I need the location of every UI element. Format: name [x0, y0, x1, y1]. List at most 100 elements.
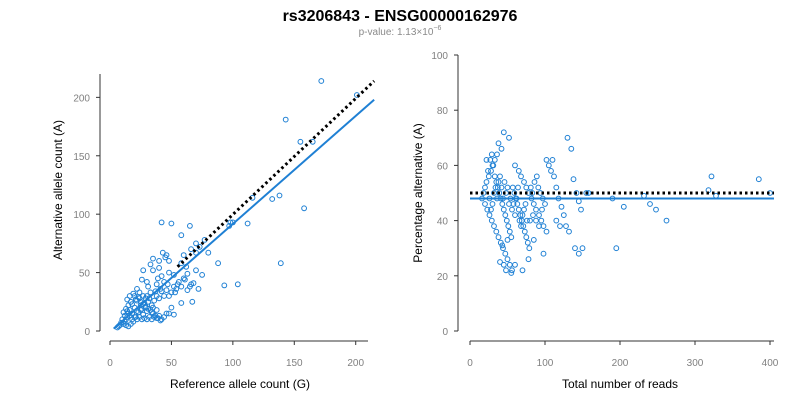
data-point — [515, 184, 521, 191]
x-tick-label: 200 — [347, 358, 364, 369]
y-tick-label: 20 — [437, 272, 449, 283]
data-point — [497, 173, 503, 180]
data-point — [492, 184, 499, 191]
data-point — [504, 256, 511, 263]
data-point — [512, 261, 518, 268]
x-tick-label: 150 — [286, 358, 303, 369]
data-point — [277, 260, 284, 267]
data-point — [158, 219, 165, 226]
data-point — [301, 205, 308, 212]
data-point — [491, 223, 497, 230]
data-point — [180, 252, 187, 259]
data-point — [244, 220, 251, 227]
data-point — [503, 217, 510, 224]
data-point — [120, 309, 127, 316]
data-point — [499, 242, 506, 249]
data-point — [510, 201, 517, 207]
data-point — [508, 270, 515, 276]
data-point — [520, 223, 527, 230]
data-point — [491, 173, 498, 180]
data-point — [485, 173, 492, 180]
data-point — [583, 190, 590, 196]
data-point — [653, 206, 659, 213]
data-point — [494, 184, 501, 191]
data-point — [132, 296, 139, 303]
data-point — [530, 237, 537, 243]
y-axis-label: Alternative allele count (A) — [51, 120, 65, 260]
data-point — [495, 234, 502, 241]
data-point — [578, 206, 584, 213]
data-point — [153, 281, 160, 288]
data-point — [500, 206, 507, 213]
data-point — [499, 201, 506, 207]
data-point — [495, 179, 502, 185]
data-point — [570, 176, 577, 183]
data-point — [134, 286, 140, 292]
data-point — [563, 223, 569, 230]
data-point — [490, 162, 497, 169]
data-point — [140, 267, 147, 274]
data-point — [557, 223, 563, 230]
data-point — [503, 267, 509, 274]
data-point — [568, 145, 575, 152]
data-point — [318, 78, 325, 84]
data-point — [509, 267, 515, 274]
y-tick-label: 200 — [73, 93, 90, 104]
percentage-alt-panel: 0 100 200 300 400 0 20 40 60 80 100 Total number o… — [411, 51, 779, 391]
data-point — [509, 184, 516, 191]
data-point — [184, 270, 191, 277]
data-point — [521, 179, 527, 185]
data-point — [498, 145, 505, 152]
data-point — [486, 212, 493, 219]
data-point — [144, 279, 150, 285]
data-point — [162, 254, 169, 261]
data-point — [282, 116, 289, 123]
data-point — [187, 223, 193, 229]
data-point — [579, 245, 586, 252]
data-point — [188, 246, 195, 253]
data-point — [485, 168, 491, 174]
data-point — [512, 162, 518, 169]
data-point — [663, 217, 670, 224]
data-point — [519, 212, 526, 219]
p-value-label: p-value: 1.13×10−6 — [359, 25, 442, 38]
y-tick-label: 80 — [437, 106, 449, 117]
data-point — [560, 212, 567, 219]
data-point — [539, 206, 545, 213]
data-point — [190, 280, 197, 287]
data-point — [498, 184, 505, 191]
data-point — [482, 201, 488, 207]
data-point — [221, 282, 228, 289]
data-point — [497, 259, 503, 265]
data-point — [500, 261, 507, 268]
data-point — [521, 206, 527, 213]
data-point — [524, 239, 531, 246]
data-point — [613, 245, 620, 252]
data-point — [152, 288, 159, 295]
data-point — [548, 168, 554, 174]
data-point — [199, 272, 206, 278]
data-point — [489, 201, 496, 207]
data-point — [163, 310, 170, 317]
data-point — [178, 283, 185, 290]
data-point — [155, 275, 161, 282]
data-point — [484, 206, 491, 213]
chart-title: rs3206843 - ENSG00000162976 — [283, 8, 518, 25]
data-point — [297, 138, 304, 145]
data-point — [137, 307, 144, 313]
x-tick-label: 50 — [166, 358, 178, 369]
y-tick-label: 100 — [73, 210, 90, 221]
data-point — [506, 261, 513, 268]
data-point — [493, 228, 500, 235]
data-point — [488, 206, 494, 213]
data-point — [505, 223, 512, 230]
data-point — [175, 279, 182, 285]
data-point — [518, 173, 524, 180]
data-point — [647, 201, 653, 207]
data-point — [171, 311, 177, 318]
data-point — [573, 190, 580, 196]
data-point — [145, 283, 152, 290]
data-point — [543, 157, 550, 163]
data-point — [139, 276, 145, 283]
data-point — [553, 184, 560, 191]
